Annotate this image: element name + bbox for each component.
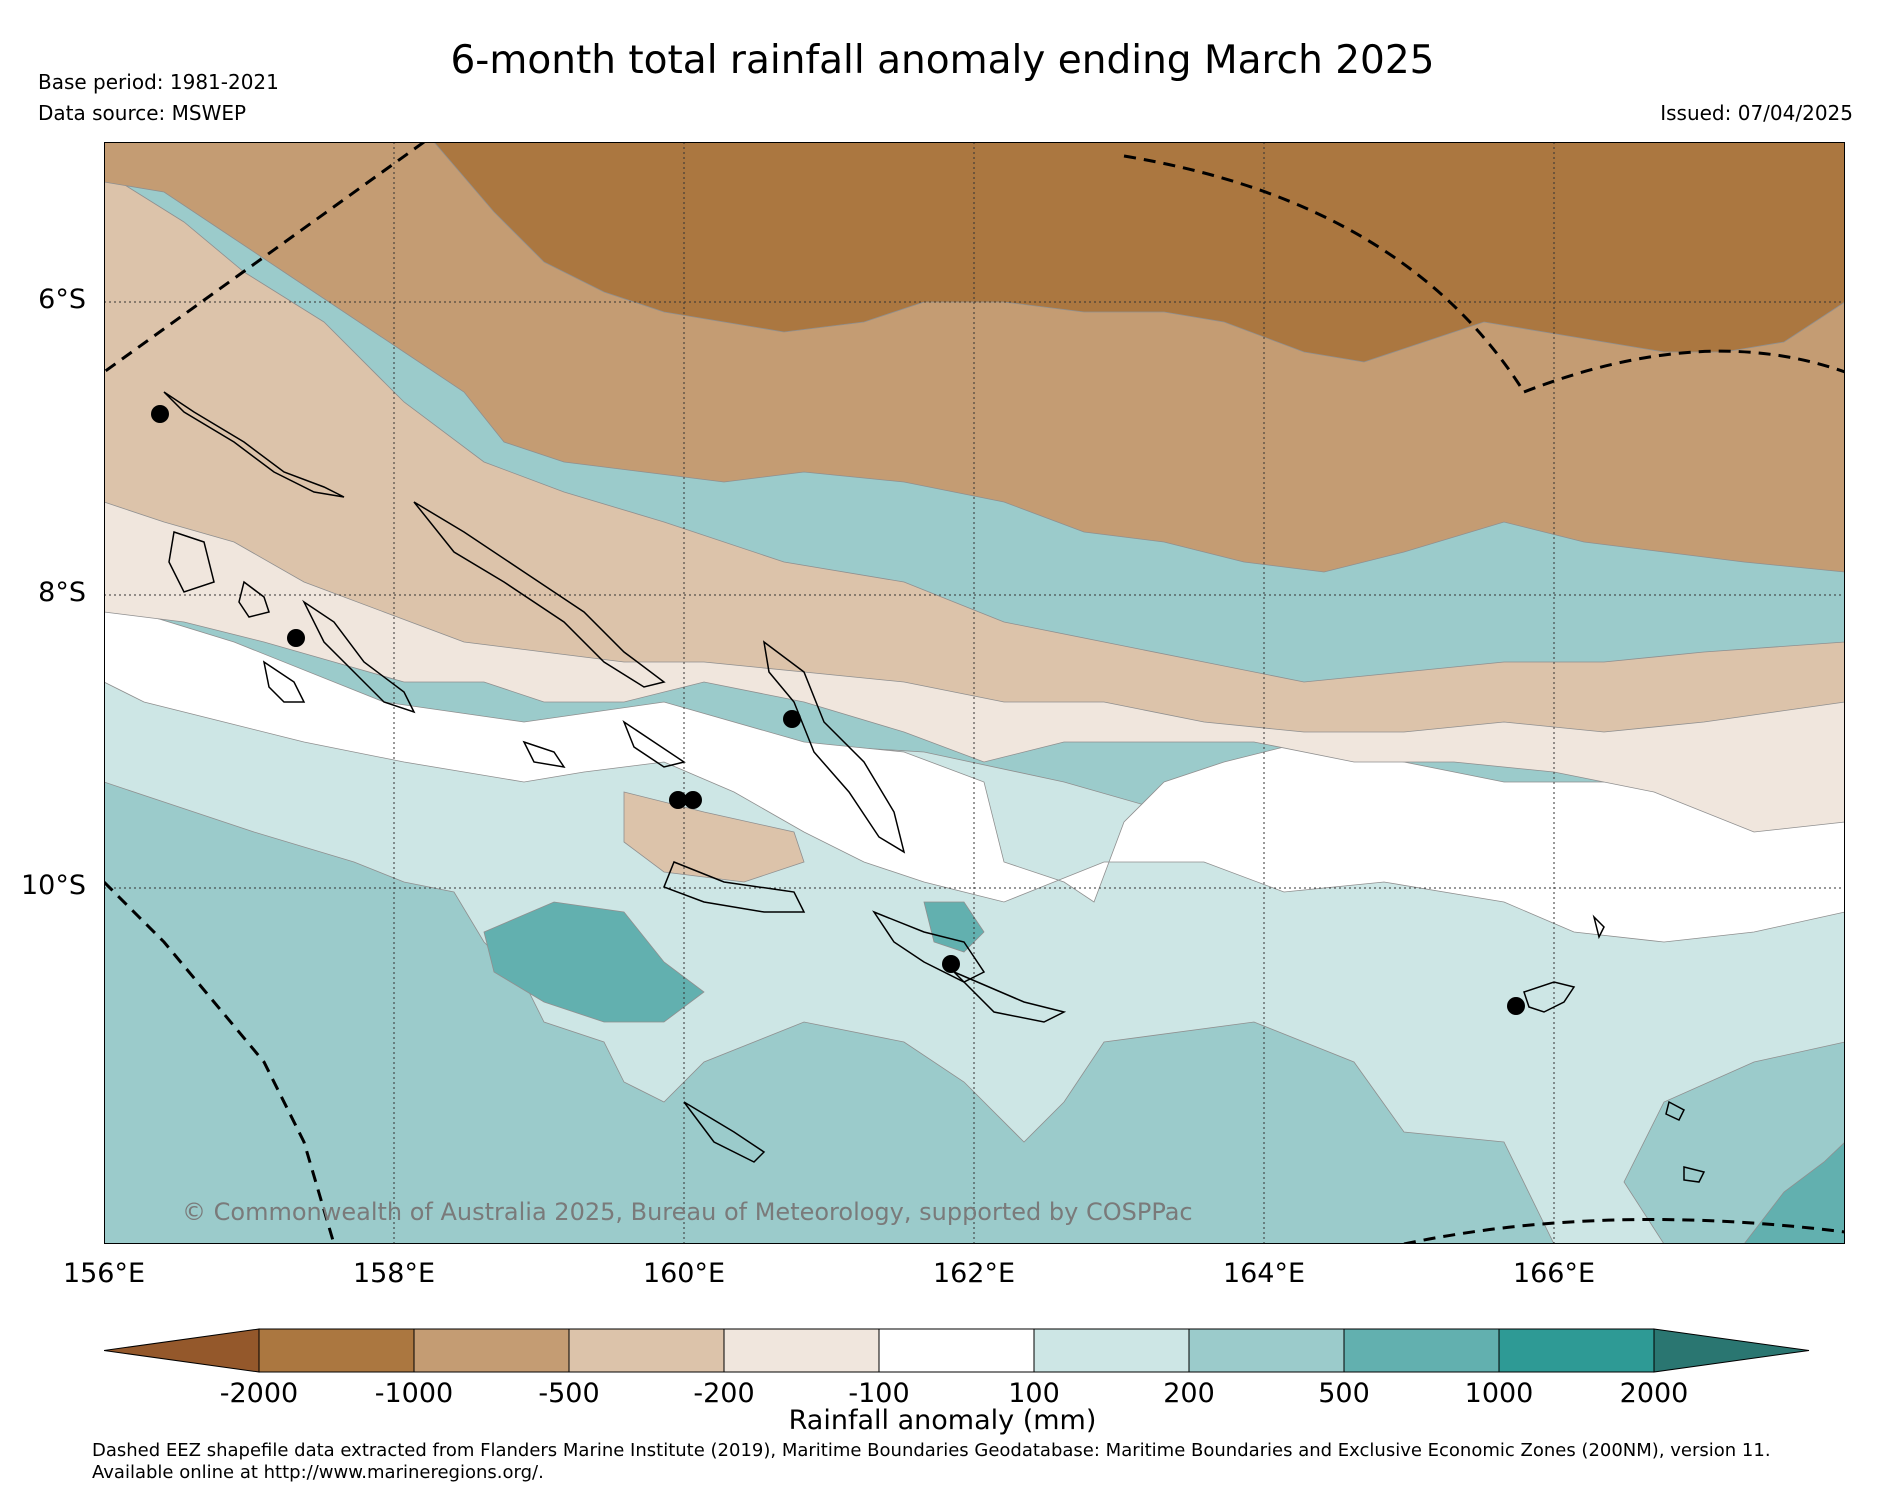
colorbar-tick: 100 (1008, 1378, 1060, 1409)
copyright-notice: © Commonwealth of Australia 2025, Bureau… (182, 1198, 1193, 1226)
colorbar-tick: -100 (848, 1378, 910, 1409)
issued-date-label: Issued: 07/04/2025 (1660, 101, 1853, 125)
colorbar-tick: -2000 (219, 1378, 299, 1409)
colorbar-cell (413, 1328, 570, 1373)
colorbar-extension-high (1653, 1328, 1810, 1373)
lat-label-10s: 10°S (21, 870, 86, 901)
contour-mod-dry (104, 171, 1845, 733)
base-period-label: Base period: 1981-2021 (38, 70, 279, 94)
station-marker (151, 405, 169, 423)
island-outlines (163, 391, 1706, 1183)
station-marker (942, 955, 960, 973)
lon-label-166e: 166°E (1512, 1258, 1596, 1289)
footer-url: Available online at http://www.marinereg… (92, 1462, 544, 1483)
colorbar-tick: -500 (538, 1378, 600, 1409)
station-marker (669, 791, 687, 809)
lat-label-6s: 6°S (38, 284, 86, 315)
dry-patch-island (623, 791, 805, 883)
colorbar-cell (1188, 1328, 1345, 1373)
station-markers (151, 405, 1525, 1015)
colorbar-label: Rainfall anomaly (mm) (788, 1405, 1097, 1436)
station-marker (287, 629, 305, 647)
colorbar-extension-low (104, 1328, 260, 1373)
rainfall-anomaly-map (104, 142, 1845, 1244)
lon-label-156e: 156°E (62, 1258, 146, 1289)
lon-label-160e: 160°E (642, 1258, 726, 1289)
station-marker (1507, 997, 1525, 1015)
map-title: 6-month total rainfall anomaly ending Ma… (450, 38, 1435, 83)
lon-label-162e: 162°E (932, 1258, 1016, 1289)
eez-boundaries (104, 142, 1845, 1244)
colorbar-tick: -200 (693, 1378, 755, 1409)
map-gridlines (104, 142, 1845, 1244)
colorbar-cell (1498, 1328, 1655, 1373)
colorbar (104, 1328, 1810, 1373)
lon-label-164e: 164°E (1222, 1258, 1306, 1289)
colorbar-cell (568, 1328, 725, 1373)
colorbar-tick: -1000 (374, 1378, 454, 1409)
contour-normal (104, 601, 1845, 943)
station-marker (684, 791, 702, 809)
colorbar-cell (258, 1328, 415, 1373)
colorbar-tick: 500 (1318, 1378, 1370, 1409)
wet-patch-2 (1743, 1141, 1845, 1244)
colorbar-tick: 200 (1163, 1378, 1215, 1409)
footer-eez-credit: Dashed EEZ shapefile data extracted from… (92, 1440, 1771, 1461)
data-source-label: Data source: MSWEP (38, 101, 247, 125)
colorbar-cell (878, 1328, 1035, 1373)
colorbar-tick: 2000 (1619, 1378, 1689, 1409)
colorbar-cell (723, 1328, 880, 1373)
colorbar-tick: 1000 (1464, 1378, 1534, 1409)
lat-label-8s: 8°S (38, 577, 86, 608)
colorbar-cell (1343, 1328, 1500, 1373)
colorbar-cell (1033, 1328, 1190, 1373)
lon-label-158e: 158°E (352, 1258, 436, 1289)
station-marker (783, 710, 801, 728)
